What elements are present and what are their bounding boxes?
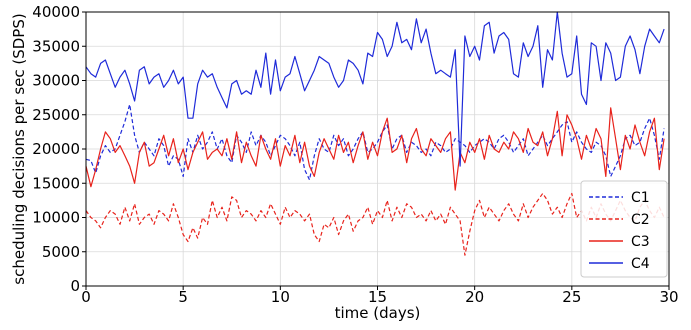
series-line-c2 [85, 192, 665, 256]
y-tick-label: 40000 [32, 3, 80, 21]
y-tick-label: 35000 [32, 37, 80, 55]
legend-label-c4: C4 [631, 256, 650, 272]
y-tick-label: 25000 [32, 106, 80, 124]
x-tick-label: 20 [465, 288, 484, 306]
y-tick-label: 15000 [32, 174, 80, 192]
x-tick-label: 25 [562, 288, 581, 306]
x-tick-label: 0 [81, 288, 91, 306]
x-tick-label: 30 [659, 288, 678, 306]
x-tick-label: 5 [178, 288, 188, 306]
x-tick-label: 15 [368, 288, 387, 306]
legend-box [580, 180, 668, 278]
legend-label-c3: C3 [631, 234, 650, 250]
series-lines [85, 11, 665, 256]
y-tick-label: 30000 [32, 72, 80, 90]
y-tick-label: 5000 [42, 243, 80, 261]
series-line-c4 [85, 11, 665, 167]
series-line-c1 [85, 103, 665, 181]
y-tick-label: 20000 [32, 140, 80, 158]
y-tick-label: 0 [70, 277, 80, 295]
series-line-c3 [85, 107, 665, 191]
legend-label-c2: C2 [631, 212, 650, 228]
x-axis-label: time (days) [335, 304, 421, 322]
legend-label-c1: C1 [631, 190, 650, 206]
legend: C1 C2 C3 C4 [580, 180, 668, 278]
y-tick-label: 10000 [32, 209, 80, 227]
y-axis-label: scheduling decisions per sec (SDPS) [10, 13, 28, 284]
axis-ticks: 0 5 10 15 20 25 30 0 5000 10000 15000 20000 25000 300… [32, 3, 678, 306]
x-tick-label: 10 [271, 288, 290, 306]
